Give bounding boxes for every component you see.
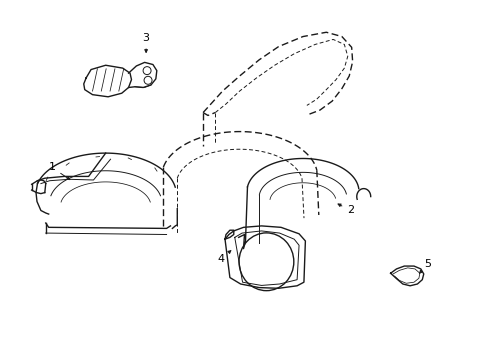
Text: 4: 4: [217, 251, 230, 264]
Text: 3: 3: [142, 33, 149, 53]
Text: 5: 5: [419, 259, 430, 273]
Text: 2: 2: [337, 204, 353, 216]
Text: 1: 1: [48, 162, 70, 180]
